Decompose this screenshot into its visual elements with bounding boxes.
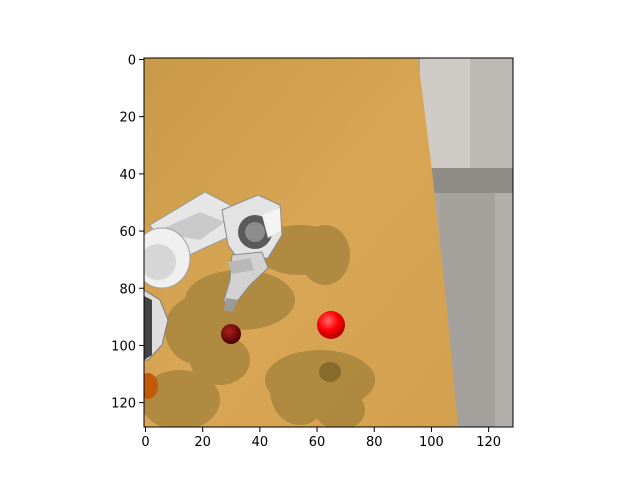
axes-frame	[143, 57, 514, 428]
floor-tile-mid	[430, 168, 513, 193]
y-tick-label: 0	[128, 54, 136, 69]
y-tick-label: 40	[119, 168, 136, 183]
x-tick-label: 60	[309, 435, 326, 450]
x-axis: 0 20 40 60 80 100 120	[141, 427, 501, 450]
x-tick-label: 120	[476, 435, 501, 450]
y-axis: 0 20 40 60 80 100 120	[111, 54, 144, 412]
floor-tile-right	[495, 193, 513, 427]
x-tick-label: 100	[419, 435, 444, 450]
ball-shadow	[319, 362, 341, 382]
x-tick-label: 80	[366, 435, 383, 450]
x-tick-label: 20	[194, 435, 211, 450]
x-tick-label: 0	[141, 435, 149, 450]
y-tick-label: 20	[119, 111, 136, 126]
y-tick-label: 80	[119, 282, 136, 297]
camera-image	[144, 58, 513, 427]
x-tick-label: 40	[252, 435, 269, 450]
red-ball	[317, 311, 345, 339]
dark-red-ball	[221, 324, 241, 344]
robot-arm	[144, 191, 283, 361]
y-tick-label: 120	[111, 397, 136, 412]
y-tick-label: 100	[111, 339, 136, 354]
orange-object	[144, 373, 158, 399]
y-tick-label: 60	[119, 225, 136, 240]
floor-tile-upper	[470, 58, 513, 168]
